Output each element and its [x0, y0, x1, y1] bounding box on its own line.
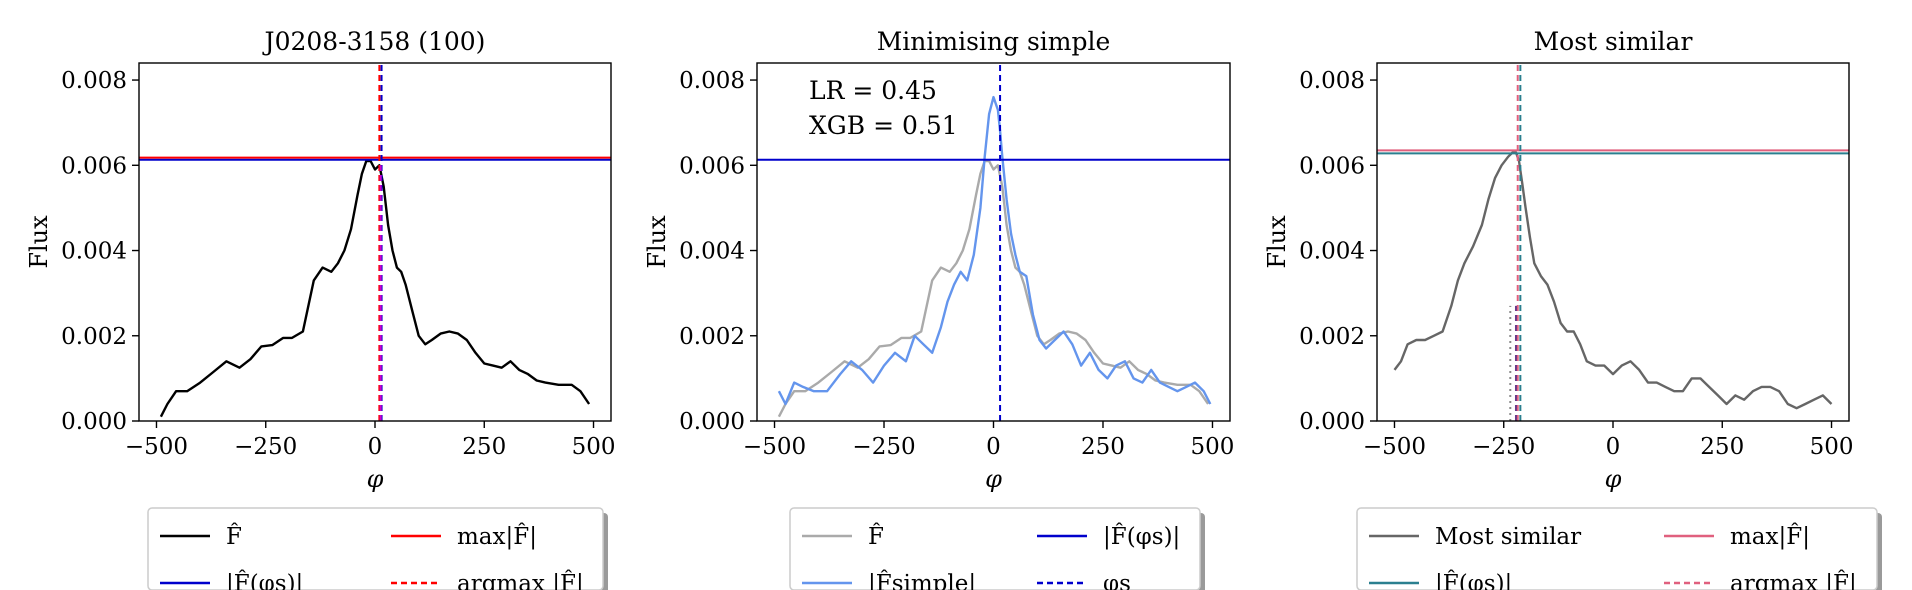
x-tick-label: 500 [1810, 434, 1854, 460]
y-tick-label: 0.008 [1299, 68, 1365, 94]
annotation: LR = 0.45 [809, 76, 937, 105]
chart-panel-2: −500 −250 0 250 500 0.000 0.002 0.004 0.006 0.008… [643, 27, 1234, 590]
series-1-line [1393, 151, 1833, 410]
y-tick-label: 0.006 [679, 153, 745, 179]
annotation: XGB = 0.51 [809, 111, 958, 140]
plot-area [757, 63, 1230, 421]
axes-frame [1376, 62, 1850, 422]
x-tick-label: 0 [986, 434, 1001, 460]
y-tick-label: 0.006 [1299, 153, 1365, 179]
y-tick-label: 0.004 [679, 239, 745, 265]
y-axis-label: Flux [25, 215, 53, 269]
legend-label: max|F̂| [1730, 524, 1810, 550]
y-tick-label: 0.000 [1299, 409, 1365, 435]
y-tick-label: 0.006 [61, 153, 127, 179]
x-tick-label: −500 [125, 434, 188, 460]
legend-label: |F̂(φs)| [1435, 571, 1512, 590]
legend-label: F̂ [868, 524, 884, 550]
x-tick-label: 0 [1606, 434, 1621, 460]
x-tick-label: −250 [852, 434, 915, 460]
y-axis-label: Flux [1263, 215, 1291, 269]
x-tick-label: −250 [234, 434, 297, 460]
axes-frame [138, 62, 612, 422]
y-tick-label: 0.004 [1299, 239, 1365, 265]
plot-area [1377, 63, 1849, 421]
y-tick-label: 0.008 [679, 68, 745, 94]
y-axis-label: Flux [643, 215, 671, 269]
legend-label: |F̂simple| [868, 571, 976, 590]
legend-label: max|F̂| [457, 524, 537, 550]
x-tick-label: 500 [572, 434, 616, 460]
legend-label: φs [1103, 571, 1131, 590]
chart-title: Most similar [1534, 27, 1693, 56]
x-tick-label: 250 [462, 434, 506, 460]
y-tick-label: 0.002 [61, 324, 127, 350]
x-tick-label: 500 [1191, 434, 1235, 460]
x-axis-label: φ [1605, 465, 1622, 493]
series-2-line [777, 95, 1212, 406]
x-tick-label: −500 [743, 434, 806, 460]
x-axis-label: φ [367, 465, 384, 493]
legend-label: F̂ [226, 524, 242, 550]
y-tick-label: 0.000 [679, 409, 745, 435]
y-tick-label: 0.002 [1299, 324, 1365, 350]
legend-label: argmax |F̂| [457, 571, 584, 590]
legend-box [789, 507, 1201, 590]
legend-label: Most similar [1435, 524, 1581, 550]
y-tick-label: 0.004 [61, 239, 127, 265]
legend: Most similar max|F̂| |F̂(φs)| argmax |F̂| [1356, 507, 1882, 590]
y-tick-label: 0.000 [61, 409, 127, 435]
x-tick-label: −500 [1363, 434, 1426, 460]
legend-box [1356, 507, 1878, 590]
chart-title: Minimising simple [877, 27, 1111, 56]
chart-panel-1: −500 −250 0 250 500 0.000 0.002 0.004 0.006 0.008… [25, 27, 615, 590]
y-tick-label: 0.002 [679, 324, 745, 350]
legend-label: |F̂(φs)| [226, 571, 303, 590]
legend-label: |F̂(φs)| [1103, 524, 1180, 550]
legend: F̂ max|F̂| |F̂(φs)| argmax |F̂| [147, 507, 608, 590]
x-tick-label: 250 [1081, 434, 1125, 460]
x-axis-label: φ [985, 465, 1002, 493]
legend-box [147, 507, 604, 590]
series-1-line [159, 159, 591, 418]
chart-panel-3: −500 −250 0 250 500 0.000 0.002 0.004 0.006 0.008… [1263, 27, 1882, 590]
y-tick-label: 0.008 [61, 68, 127, 94]
x-tick-label: 250 [1700, 434, 1744, 460]
plot-area [139, 63, 611, 421]
chart-title: J0208-3158 (100) [262, 27, 486, 56]
series-1-line [777, 159, 1210, 418]
x-tick-label: −250 [1472, 434, 1535, 460]
x-tick-label: 0 [368, 434, 383, 460]
legend-label: argmax |F̂| [1730, 571, 1857, 590]
legend: F̂ |F̂(φs)| |F̂simple| φs [789, 507, 1205, 590]
